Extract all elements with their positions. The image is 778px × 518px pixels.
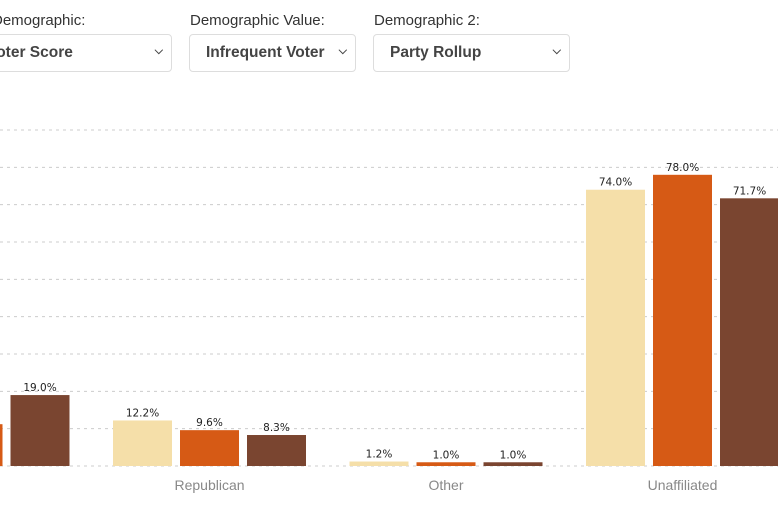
select-value: Infrequent Voter xyxy=(206,44,325,61)
bar-democrat-3 xyxy=(10,395,70,466)
data-label: 9.6% xyxy=(196,417,223,429)
bar-republican-2 xyxy=(180,430,239,466)
bar-other-1 xyxy=(349,461,409,466)
data-label: 8.3% xyxy=(263,422,290,434)
data-label: 1.2% xyxy=(366,449,393,461)
category-label-unaffiliated: Unaffiliated xyxy=(648,477,718,493)
chevron-down-icon: ⌵ xyxy=(338,45,347,57)
bar-democrat-2 xyxy=(0,424,3,466)
data-label: 1.0% xyxy=(433,449,460,461)
bar-other-2 xyxy=(416,462,476,466)
bar-unaffiliated-3 xyxy=(720,198,778,466)
data-label: 71.7% xyxy=(733,185,766,197)
bar-republican-3 xyxy=(247,435,306,466)
category-label-republican: Republican xyxy=(174,477,244,493)
bar-republican-1 xyxy=(113,420,172,466)
data-label: 1.0% xyxy=(500,449,527,461)
bar-unaffiliated-2 xyxy=(653,174,712,467)
bar-other-3 xyxy=(483,462,543,466)
data-label: 12.2% xyxy=(126,407,159,419)
category-label-other: Other xyxy=(428,477,463,493)
chevron-down-icon: ⌵ xyxy=(552,45,561,57)
filter-demographic-2-label: Demographic 2: xyxy=(374,12,480,29)
filter-demographic-label: Demographic: xyxy=(0,12,86,29)
select-value: Voter Score xyxy=(0,44,73,61)
bar-unaffiliated-1 xyxy=(586,189,645,466)
select-value: Party Rollup xyxy=(390,44,482,61)
filter-demographic-value-select[interactable]: Infrequent Voter ⌵ xyxy=(189,34,356,72)
data-label: 74.0% xyxy=(599,177,632,189)
chevron-down-icon: ⌵ xyxy=(154,45,163,57)
data-label: 19.0% xyxy=(23,382,56,394)
filter-demographic-select[interactable]: Voter Score ⌵ xyxy=(0,34,172,72)
filter-demographic-value-label: Demographic Value: xyxy=(190,12,325,29)
data-label: 78.0% xyxy=(666,162,699,174)
filter-demographic-2-select[interactable]: Party Rollup ⌵ xyxy=(373,34,570,72)
